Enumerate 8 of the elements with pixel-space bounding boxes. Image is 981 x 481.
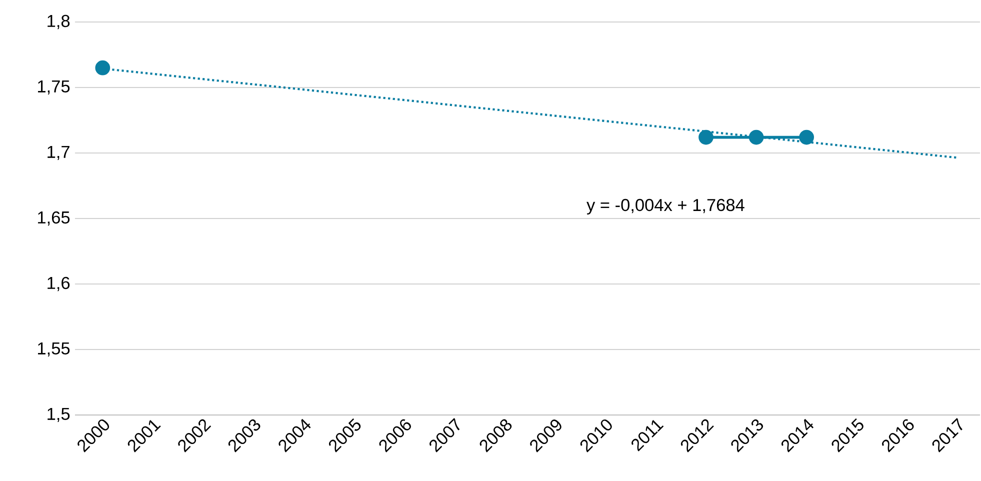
- y-tick-label: 1,75: [38, 80, 70, 95]
- y-tick-label: 1,55: [38, 342, 70, 357]
- y-tick-label: 1,7: [48, 146, 70, 160]
- y-tick-label: 1,8: [48, 14, 70, 30]
- y-tick-label: 1,6: [48, 276, 70, 292]
- y-tick-label: 1,65: [38, 211, 70, 226]
- y-tick-label: 1,5: [48, 408, 70, 422]
- annotation: y = -0,004x + 1,7684: [586, 198, 744, 215]
